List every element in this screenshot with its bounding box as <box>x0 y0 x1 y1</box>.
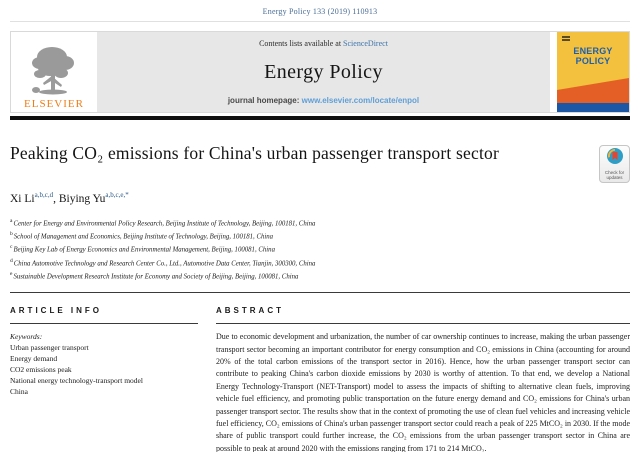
author-name: Biying Yu <box>58 192 106 205</box>
contents-prefix: Contents lists available at <box>259 39 344 48</box>
abstract-heading: ABSTRACT <box>216 306 630 325</box>
badge-label-line1: Check for <box>604 170 625 175</box>
affiliation-text: Beijing Key Lab of Energy Economics and … <box>13 246 275 254</box>
cover-bottom-stripe <box>557 103 629 112</box>
banner-center: Contents lists available at ScienceDirec… <box>97 32 550 112</box>
affiliation-text: Center for Energy and Environmental Poli… <box>13 220 316 228</box>
author-affil-sup: a,b,c,d <box>34 191 54 199</box>
author: Xi Lia,b,c,d <box>10 191 54 205</box>
affiliations: aCenter for Energy and Environmental Pol… <box>10 216 630 282</box>
affiliation-line: cBeijing Key Lab of Energy Economics and… <box>10 242 630 255</box>
author-affil-sup: a,b,c,e,* <box>105 191 129 199</box>
elsevier-tree-icon <box>32 47 74 95</box>
affiliation-text: Sustainable Development Research Institu… <box>13 273 299 281</box>
elsevier-logo: ELSEVIER <box>11 32 97 112</box>
badge-label-line2: updates <box>606 175 623 180</box>
abstract-text: Due to economic development and urbaniza… <box>216 332 630 452</box>
affiliation-sup: d <box>10 257 13 264</box>
author-name: Xi Li <box>10 192 35 205</box>
homepage-line: journal homepage: www.elsevier.com/locat… <box>228 96 419 105</box>
affiliation-sup: e <box>10 270 13 277</box>
keyword-item: National energy technology-transport mod… <box>10 376 143 386</box>
journal-cover-thumbnail: ENERGY POLICY <box>557 32 629 112</box>
contents-line: Contents lists available at ScienceDirec… <box>259 39 388 48</box>
affiliation-text: China Automotive Technology and Research… <box>13 259 316 267</box>
affiliation-text: School of Management and Economics, Beij… <box>13 233 274 241</box>
keywords-label: Keywords: <box>10 332 43 342</box>
elsevier-wordmark: ELSEVIER <box>24 98 84 110</box>
header-divider <box>10 21 630 22</box>
homepage-prefix: journal homepage: <box>227 96 302 105</box>
crossmark-icon <box>606 148 623 164</box>
affiliation-line: dChina Automotive Technology and Researc… <box>10 256 630 269</box>
keyword-item: China <box>10 387 28 397</box>
keyword-item: CO2 emissions peak <box>10 365 72 375</box>
affiliation-sup: a <box>10 217 13 224</box>
affiliation-line: aCenter for Energy and Environmental Pol… <box>10 216 630 229</box>
affiliation-sup: c <box>10 244 13 251</box>
author-list: Xi Lia,b,c,d, Biying Yua,b,c,e,* <box>10 191 630 205</box>
keyword-item: Energy demand <box>10 354 58 364</box>
journal-banner: ELSEVIER Contents lists available at Sci… <box>10 31 630 113</box>
cover-title: ENERGY POLICY <box>557 46 629 66</box>
article-title: Peaking CO₂ emissions for China's urban … <box>10 143 500 163</box>
affiliation-sup: b <box>10 231 13 238</box>
cover-title-line1: ENERGY <box>573 46 613 56</box>
check-for-updates-badge[interactable]: Check for updates <box>599 145 630 183</box>
author-separator: , <box>53 192 59 205</box>
section-top-rule <box>10 292 630 294</box>
article-info-column: ARTICLE INFO Keywords: Urban passenger t… <box>10 306 198 452</box>
badge-label: Check for updates <box>601 170 628 180</box>
cover-publisher-mark <box>562 36 570 42</box>
affiliation-line: eSustainable Development Research Instit… <box>10 269 630 282</box>
abstract-column: ABSTRACT Due to economic development and… <box>216 306 630 452</box>
article-info-heading: ARTICLE INFO <box>10 306 198 325</box>
keyword-item: Urban passenger transport <box>10 343 89 353</box>
journal-title: Energy Policy <box>264 60 383 83</box>
journal-citation: Energy Policy 133 (2019) 110913 <box>262 7 378 16</box>
banner-bottom-rule <box>10 116 630 120</box>
keywords-block: Keywords: Urban passenger transport Ener… <box>10 331 198 397</box>
info-abstract-columns: ARTICLE INFO Keywords: Urban passenger t… <box>10 293 630 452</box>
cover-title-line2: POLICY <box>575 55 611 66</box>
affiliation-line: bSchool of Management and Economics, Bei… <box>10 229 630 242</box>
sciencedirect-link[interactable]: ScienceDirect <box>343 39 388 48</box>
author: Biying Yua,b,c,e,* <box>58 191 129 205</box>
journal-homepage-link[interactable]: www.elsevier.com/locate/enpol <box>301 96 420 105</box>
